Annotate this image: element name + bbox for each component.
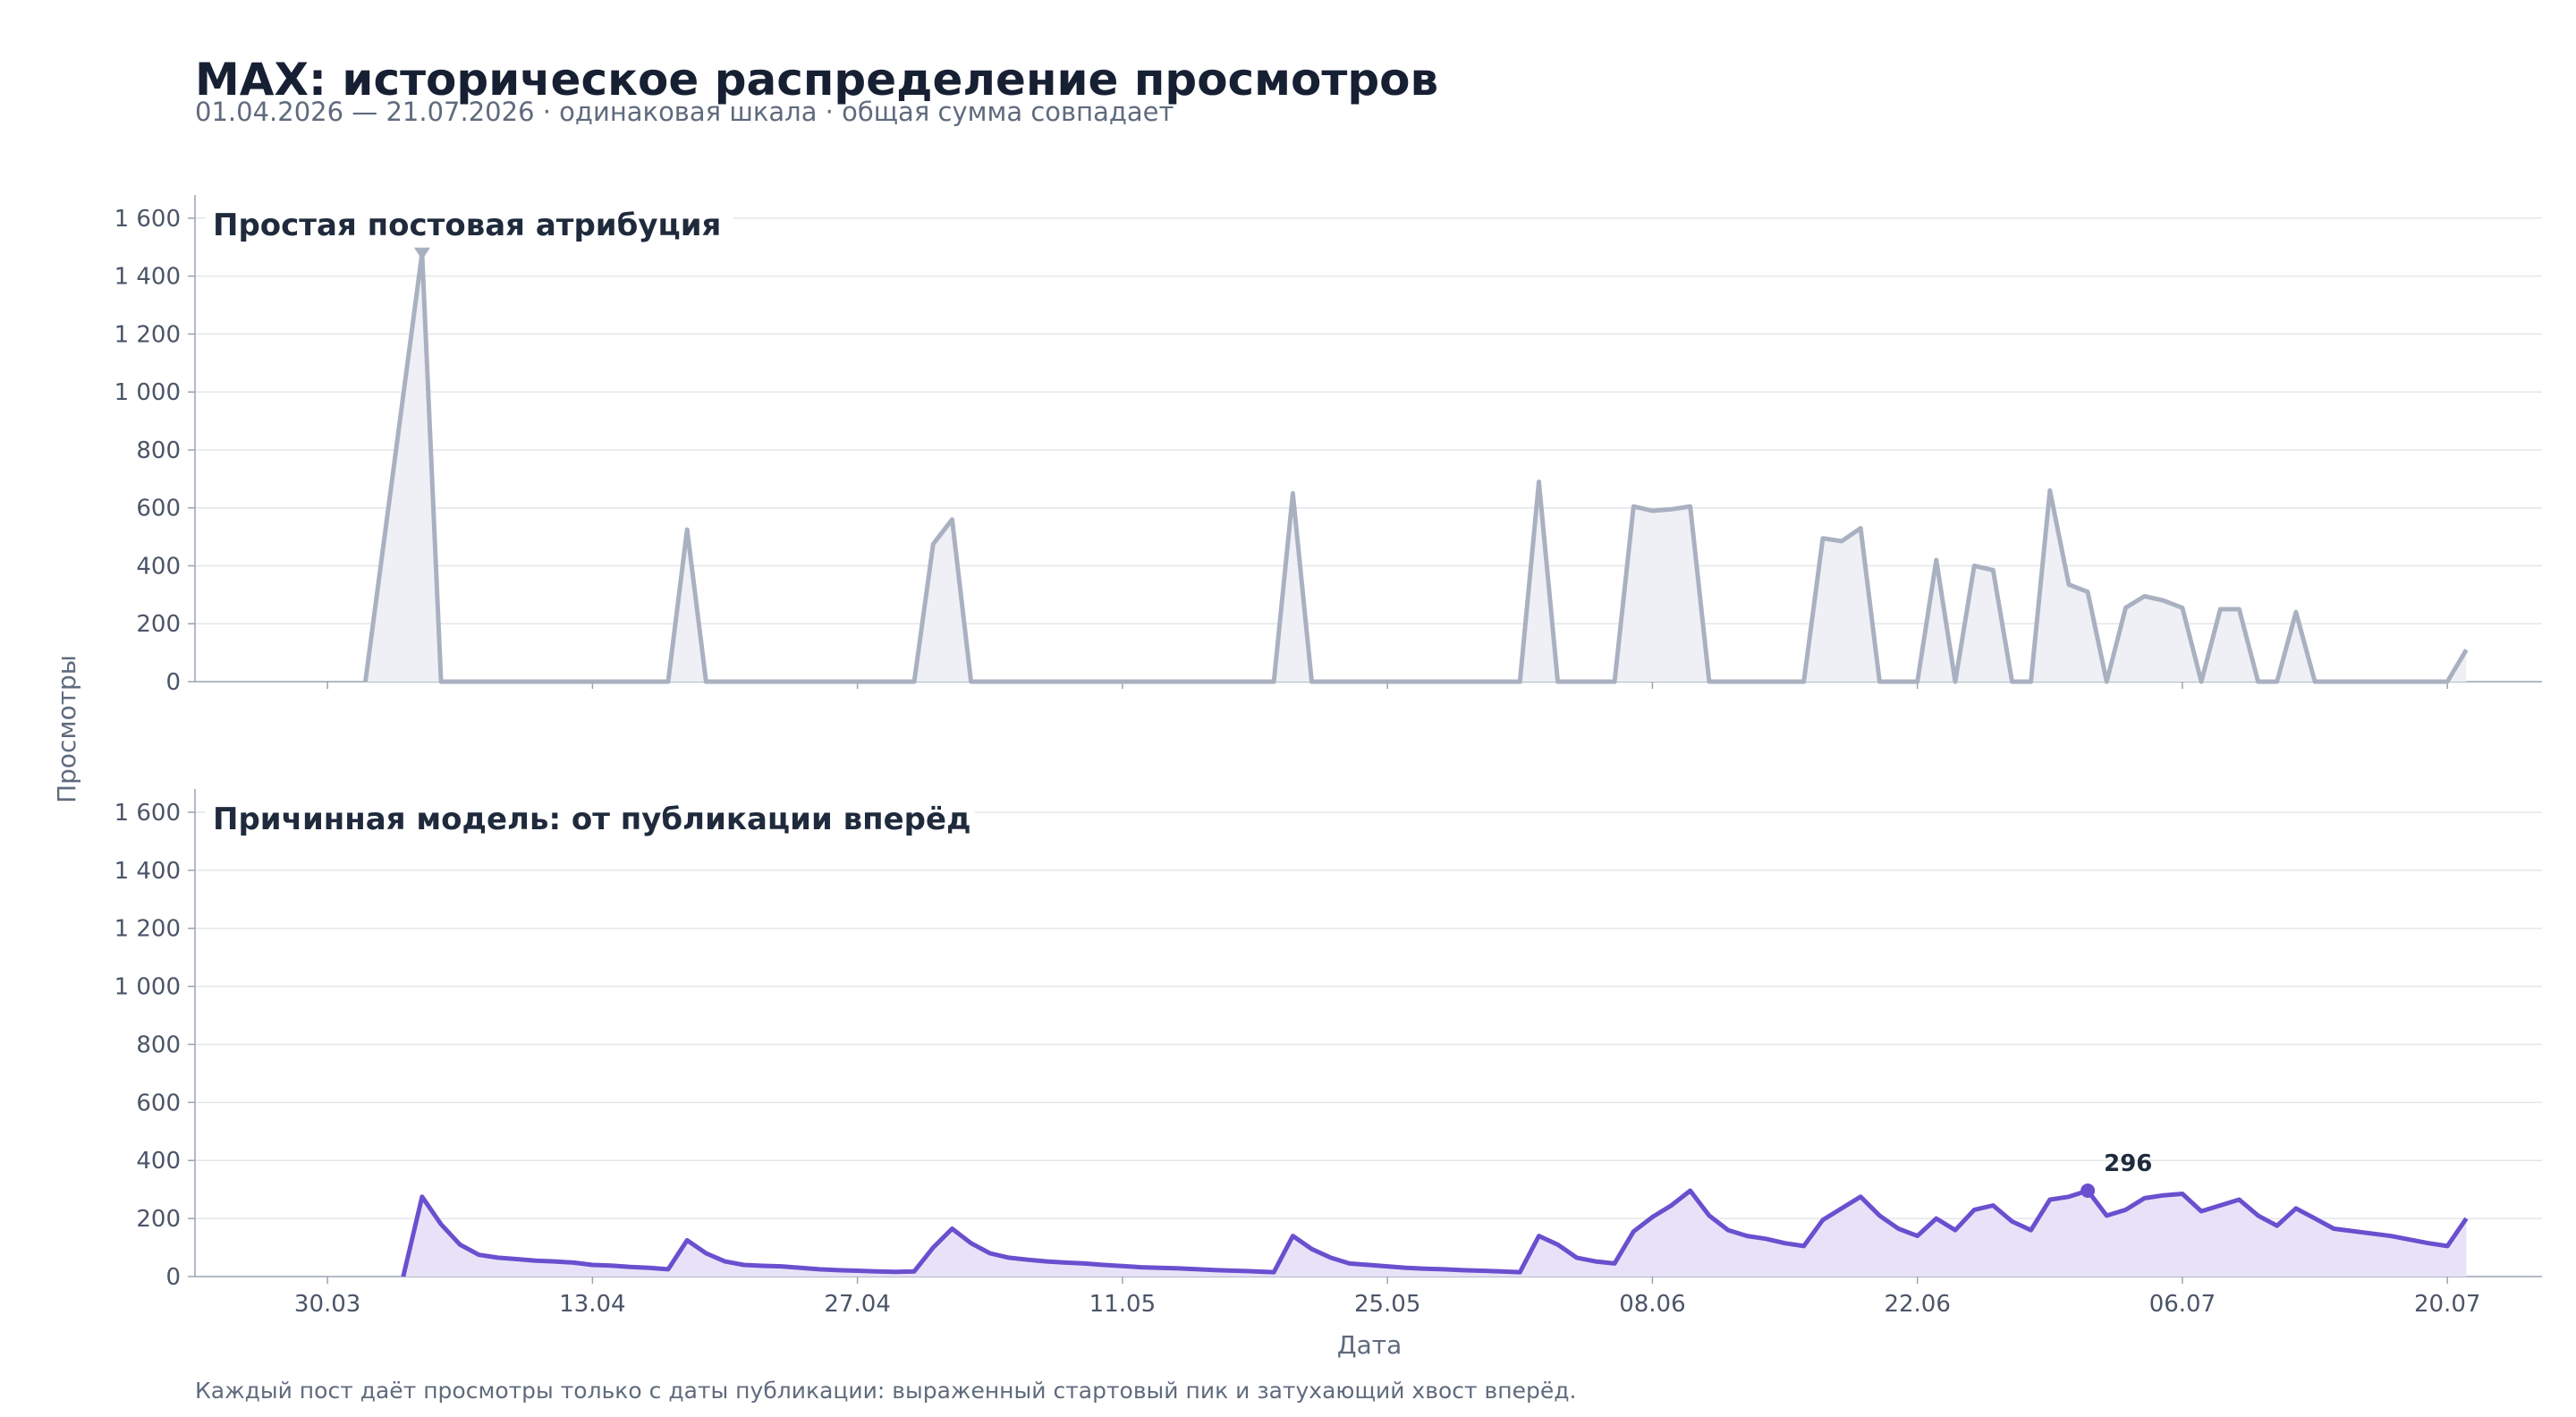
y-tick-label: 600 [136, 496, 181, 522]
x-tick-label: 11.05 [1089, 1291, 1156, 1318]
y-tick-label: 1 400 [114, 858, 181, 885]
panel-title: Причинная модель: от публикации вперёд [213, 802, 971, 837]
y-axis-label: Просмотры [52, 655, 81, 803]
series-line [401, 1188, 2469, 1277]
x-tick-label: 06.07 [2149, 1291, 2216, 1318]
x-tick-label: 22.06 [1884, 1291, 1950, 1318]
panel-title-bg [206, 202, 733, 247]
y-tick-label: 1 200 [114, 321, 181, 348]
y-tick-label: 1 600 [114, 800, 181, 827]
series-area [365, 252, 2467, 682]
panel-causal-model: 0 200 400 600 800 1 000 1 200 1 400 1 600 30.03 13… [114, 789, 2542, 1318]
panel-simple-attribution: 0 200 400 600 800 1 000 1 200 1 400 1 600 Простая… [114, 195, 2542, 696]
y-tick-label: 1 400 [114, 264, 181, 291]
y-tick-label: 0 [165, 669, 181, 696]
y-tick-label: 1 000 [114, 379, 181, 406]
peak-marker [413, 247, 430, 260]
y-tick-label: 0 [165, 1264, 181, 1291]
x-tick-label: 20.07 [2414, 1291, 2480, 1318]
y-tick-label: 200 [136, 611, 181, 638]
panel-title-bg [206, 796, 975, 841]
panel-title: Простая постовая атрибуция [213, 208, 721, 243]
y-tick-label: 1 600 [114, 206, 181, 233]
peak-point [2080, 1183, 2096, 1198]
x-tick-label: 27.04 [824, 1291, 890, 1318]
x-tick-label: 13.04 [559, 1291, 625, 1318]
peak-annotation: 296 [2104, 1150, 2152, 1177]
footer-note: Каждый пост даёт просмотры только с даты… [195, 1378, 1577, 1404]
x-tick-label: 30.03 [294, 1291, 360, 1318]
y-tick-label: 800 [136, 437, 181, 464]
x-tick-label: 25.05 [1354, 1291, 1420, 1318]
y-tick-label: 600 [136, 1090, 181, 1116]
y-tick-label: 200 [136, 1206, 181, 1233]
y-tick-label: 400 [136, 1148, 181, 1175]
page-title: MAX: историческое распределение просмотр… [195, 54, 1439, 106]
y-tick-label: 800 [136, 1031, 181, 1058]
x-axis-label: Дата [1337, 1330, 1402, 1360]
page-subtitle: 01.04.2026 — 21.07.2026 · одинаковая шка… [195, 97, 1174, 127]
y-tick-label: 1 200 [114, 916, 181, 943]
series-area [402, 1191, 2467, 1277]
series-line [363, 250, 2469, 684]
y-tick-label: 400 [136, 553, 181, 580]
x-tick-label: 08.06 [1619, 1291, 1685, 1318]
y-tick-label: 1 000 [114, 974, 181, 1001]
